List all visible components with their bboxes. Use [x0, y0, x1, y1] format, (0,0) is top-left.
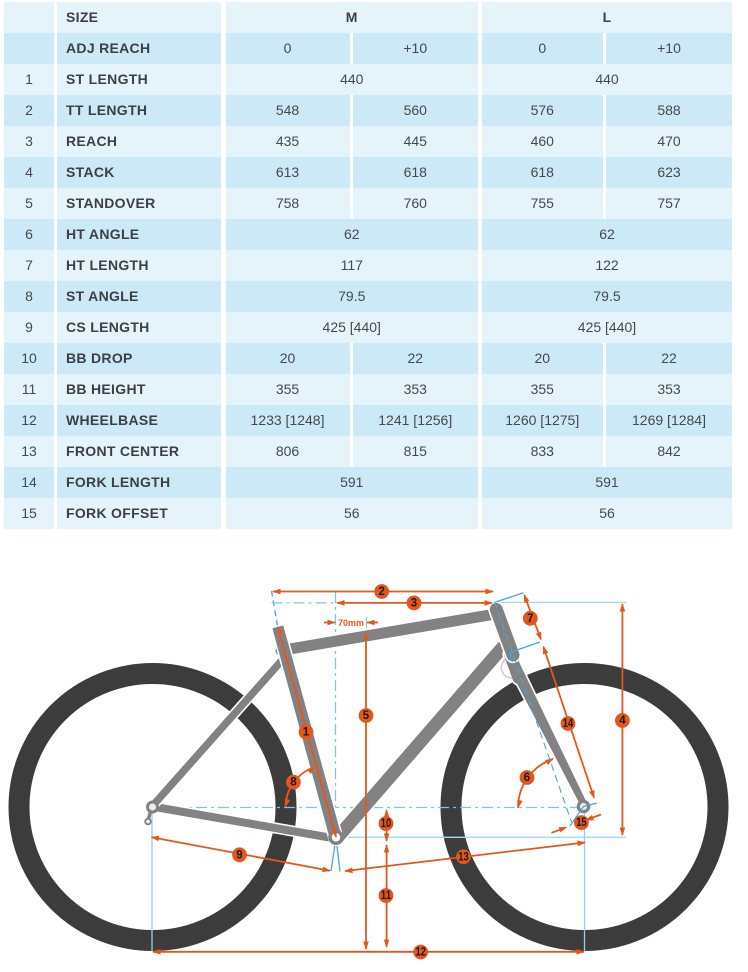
svg-text:5: 5 [363, 710, 370, 722]
svg-text:15: 15 [576, 817, 587, 829]
svg-text:70mm: 70mm [338, 618, 364, 628]
svg-text:9: 9 [236, 849, 242, 861]
svg-text:12: 12 [416, 947, 426, 959]
svg-text:3: 3 [411, 597, 417, 609]
svg-text:11: 11 [381, 890, 392, 902]
svg-text:2: 2 [378, 586, 384, 598]
svg-text:13: 13 [458, 851, 468, 863]
svg-text:4: 4 [619, 715, 626, 727]
svg-text:8: 8 [290, 777, 297, 789]
svg-text:1: 1 [303, 727, 310, 739]
svg-text:10: 10 [381, 818, 391, 830]
svg-text:7: 7 [527, 613, 533, 625]
svg-text:14: 14 [563, 718, 574, 730]
svg-text:6: 6 [524, 772, 530, 784]
